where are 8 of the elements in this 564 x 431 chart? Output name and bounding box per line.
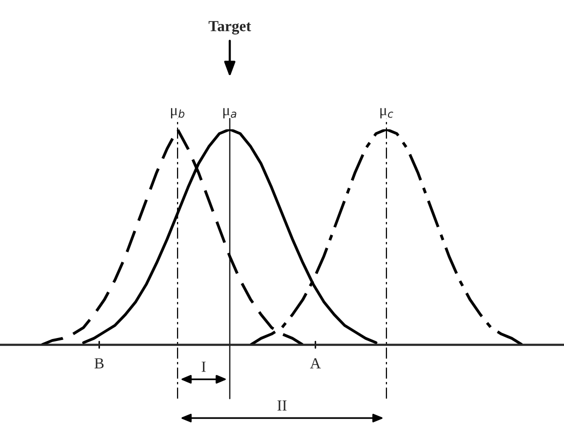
text: B xyxy=(94,358,104,368)
text: I xyxy=(202,362,206,372)
series-label: μ$_{a}$ xyxy=(223,108,236,118)
text: Target xyxy=(208,21,252,34)
text: II xyxy=(277,400,287,411)
series-label: μ$_{c}$ xyxy=(380,108,394,118)
series-label: μ$_{b}$ xyxy=(171,108,184,118)
text: A xyxy=(310,358,321,368)
